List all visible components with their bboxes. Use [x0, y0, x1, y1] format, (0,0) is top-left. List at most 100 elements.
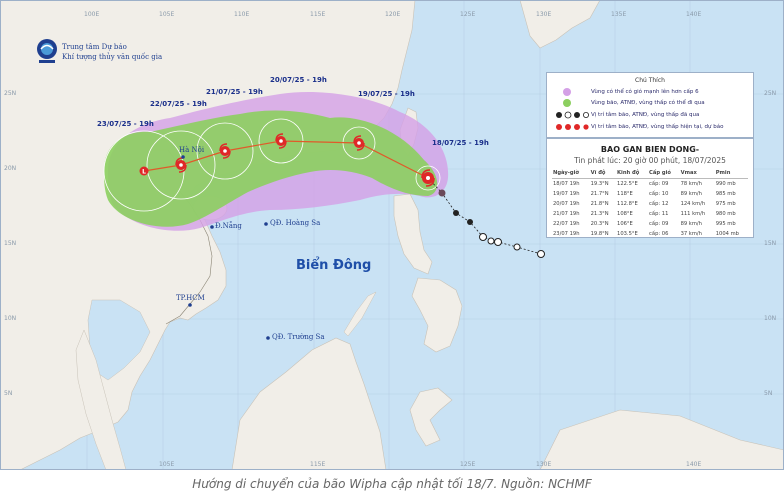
table-row: 23/07 19h 19.8°N 103.5°E cấp: 06 37 km/h… [552, 229, 748, 239]
palawan-island [343, 291, 377, 337]
image-caption: Hướng di chuyển của bão Wipha cập nhật t… [192, 477, 592, 491]
cell: 1004 mb [715, 231, 739, 237]
lat-tick-left: 10N [4, 315, 17, 322]
lon-tick-bottom: 105E [159, 461, 175, 468]
gulf-of-thailand [87, 299, 151, 381]
legend-risk-swatch [563, 88, 571, 96]
truong-sa-marker [266, 336, 270, 340]
table-row: 20/07 19h 21.8°N 112.8°E cấp: 12 124 km/… [552, 199, 748, 209]
cell: 122.5°E [617, 181, 638, 187]
cell: 108°E [617, 211, 633, 217]
sea-name-label: Biển Đông [296, 258, 372, 273]
lon-tick-top: 140E [686, 11, 702, 18]
cell: 111 km/h [680, 211, 706, 217]
forecast-table: Ngày-giờ Vĩ độ Kinh độ Cấp gió Vmax Pmin… [552, 168, 748, 239]
storm-icon-20 [275, 133, 287, 149]
lat-tick-left: 20N [4, 165, 17, 172]
org-line-1: Trung tâm Dự báo [62, 43, 127, 51]
cell: 89 km/h [680, 221, 702, 227]
japan-islands [519, 0, 601, 49]
track-date-label: 19/07/25 - 19h [358, 90, 415, 98]
table-header-row: Ngày-giờ Vĩ độ Kinh độ Cấp gió Vmax Pmin [552, 168, 748, 179]
cell: 124 km/h [680, 201, 706, 207]
place-da-nang: Đ.Nẵng [215, 222, 242, 230]
lon-tick-top: 105E [159, 11, 175, 18]
legend-title: Chú Thích [635, 77, 665, 84]
forecast-track-line [143, 140, 429, 179]
lon-tick-bottom: 130E [536, 461, 552, 468]
lon-tick-top: 130E [536, 11, 552, 18]
cell: 21.3°N [590, 211, 609, 217]
cell: 21.8°N [590, 201, 609, 207]
cell: 20.3°N [590, 221, 609, 227]
place-truong-sa: QĐ. Trường Sa [272, 333, 325, 341]
track-date-label: 23/07/25 - 19h [97, 120, 154, 128]
col-header: Cấp gió [648, 168, 680, 179]
lon-tick-top: 115E [310, 11, 326, 18]
lon-tick-top: 100E [84, 11, 100, 18]
new-guinea-island [539, 409, 784, 470]
cell: 118°E [617, 191, 633, 197]
cell: 19/07 19h [553, 191, 580, 197]
cell: 990 mb [715, 181, 736, 187]
organization-name: Trung tâm Dự báo Khí tượng thủy văn quốc… [62, 42, 162, 62]
nchmf-logo-icon [37, 39, 57, 63]
cell: 18/07 19h [553, 181, 580, 187]
col-header: Kinh độ [616, 168, 649, 179]
track-date-label: 18/07/25 - 19h [432, 139, 489, 147]
storm-map: L 100E 105E 110E 115E 120E 125E 130E 135… [0, 0, 784, 470]
storm-icon-19 [353, 135, 365, 151]
bulletin-issued-time: Tin phát lúc: 20 giờ 00 phút, 18/07/2025 [574, 156, 726, 165]
cell: 20/07 19h [553, 201, 580, 207]
svg-text:L: L [142, 169, 146, 176]
sulawesi-island [409, 387, 453, 447]
cell: 106°E [617, 221, 633, 227]
cell: cấp: 06 [649, 231, 669, 237]
cell: cấp: 10 [649, 191, 669, 197]
lat-tick-left: 25N [4, 90, 17, 97]
place-hoang-sa: QĐ. Hoàng Sa [270, 219, 321, 227]
legend-item-current: Vị trí tâm bão, ATNĐ, vùng thấp hiện tại… [591, 124, 724, 130]
org-line-2: Khí tượng thủy văn quốc gia [62, 53, 163, 61]
legend-current-swatch [556, 124, 589, 130]
lon-tick-bottom: 140E [686, 461, 702, 468]
cell: cấp: 12 [649, 201, 669, 207]
legend-past-swatch [556, 111, 589, 119]
philippines-south [411, 277, 463, 353]
cell: 78 km/h [680, 181, 702, 187]
borneo-island [231, 337, 387, 470]
cell: 19.3°N [590, 181, 609, 187]
lat-tick-right: 25N [764, 90, 777, 97]
cell: 23/07 19h [553, 231, 580, 237]
lat-tick-left: 15N [4, 240, 17, 247]
cell: 37 km/h [680, 231, 702, 237]
da-nang-marker [210, 225, 214, 229]
cell: 980 mb [715, 211, 736, 217]
cell: 975 mb [715, 201, 736, 207]
storm-bulletin: BAO GAN BIEN DONG- Tin phát lúc: 20 giờ … [546, 138, 754, 238]
legend-item-risk: Vùng có thể có gió mạnh lên hơn cấp 6 [591, 89, 699, 95]
legend-box: Chú Thích Vùng có thể có gió mạnh lên hơ… [546, 72, 754, 138]
table-row: 18/07 19h 19.3°N 122.5°E cấp: 09 78 km/h… [552, 179, 748, 190]
col-header: Pmin [714, 168, 748, 179]
cell: 21/07 19h [553, 211, 580, 217]
table-row: 22/07 19h 20.3°N 106°E cấp: 09 89 km/h 9… [552, 219, 748, 229]
legend-symbols [556, 88, 589, 130]
lon-tick-top: 120E [385, 11, 401, 18]
hoang-sa-marker [264, 222, 268, 226]
cell: cấp: 11 [649, 211, 669, 217]
past-positions [438, 189, 545, 258]
cell: cấp: 09 [649, 181, 669, 187]
storm-icon-current [421, 169, 435, 187]
cell: 112.8°E [617, 201, 638, 207]
lat-tick-right: 10N [764, 315, 777, 322]
lat-tick-right: 5N [764, 390, 773, 397]
cell: cấp: 09 [649, 221, 669, 227]
cell: 22/07 19h [553, 221, 580, 227]
col-header: Ngày-giờ [552, 168, 590, 179]
cell: 21.7°N [590, 191, 609, 197]
cell: 985 mb [715, 191, 736, 197]
track-date-label: 22/07/25 - 19h [150, 100, 207, 108]
place-tp-hcm: TP.HCM [176, 294, 205, 302]
legend-item-zone: Vùng bão, ATNĐ, vùng thấp có thể đi qua [591, 100, 705, 106]
